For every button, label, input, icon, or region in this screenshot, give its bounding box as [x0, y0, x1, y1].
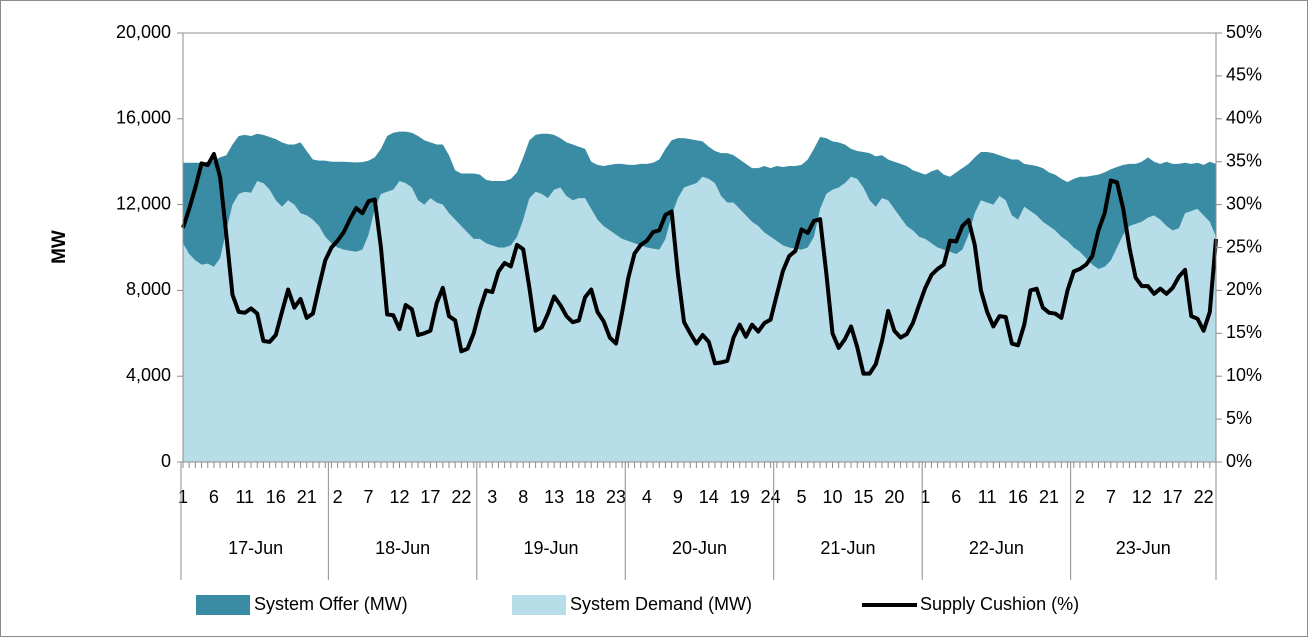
y2-tick-label: 25% — [1226, 236, 1262, 256]
x-tick-label: 19 — [730, 487, 750, 507]
x-tick-label: 12 — [1132, 487, 1152, 507]
x-tick-label: 8 — [518, 487, 528, 507]
legend-label: Supply Cushion (%) — [920, 594, 1079, 614]
x-tick-label: 4 — [642, 487, 652, 507]
x-tick-label: 16 — [266, 487, 286, 507]
x-tick-label: 6 — [951, 487, 961, 507]
group-label: 20-Jun — [672, 538, 727, 558]
legend-swatch — [196, 595, 250, 615]
x-tick-label: 5 — [797, 487, 807, 507]
group-label: 18-Jun — [375, 538, 430, 558]
x-tick-label: 6 — [209, 487, 219, 507]
x-tick-label: 12 — [389, 487, 409, 507]
x-tick-label: 20 — [884, 487, 904, 507]
legend-label: System Offer (MW) — [254, 594, 408, 614]
x-tick-label: 1 — [920, 487, 930, 507]
x-tick-label: 11 — [236, 487, 255, 507]
y2-tick-label: 35% — [1226, 150, 1262, 170]
y2-tick-label: 5% — [1226, 408, 1252, 428]
x-tick-label: 23 — [606, 487, 626, 507]
x-tick-label: 18 — [575, 487, 595, 507]
x-tick-label: 10 — [822, 487, 842, 507]
x-tick-label: 22 — [451, 487, 471, 507]
legend-swatch — [512, 595, 566, 615]
y2-tick-label: 45% — [1226, 65, 1262, 85]
y2-tick-label: 30% — [1226, 193, 1262, 213]
y2-tick-label: 40% — [1226, 108, 1262, 128]
y2-tick-label: 10% — [1226, 365, 1262, 385]
y2-tick-label: 20% — [1226, 279, 1262, 299]
y-tick-label: 0 — [161, 451, 171, 471]
x-tick-label: 14 — [699, 487, 719, 507]
x-tick-label: 2 — [333, 487, 343, 507]
y-axis-title: MW — [49, 230, 70, 264]
y2-tick-label: 0% — [1226, 451, 1252, 471]
y-tick-label: 20,000 — [116, 22, 171, 42]
y2-tick-label: 50% — [1226, 22, 1262, 42]
y-tick-label: 16,000 — [116, 108, 171, 128]
x-tick-label: 21 — [1039, 487, 1059, 507]
x-tick-label: 7 — [1106, 487, 1116, 507]
x-tick-label: 2 — [1075, 487, 1085, 507]
x-tick-label: 11 — [978, 487, 997, 507]
x-tick-label: 17 — [420, 487, 440, 507]
x-tick-label: 15 — [853, 487, 873, 507]
legend-label: System Demand (MW) — [570, 594, 752, 614]
x-tick-label: 24 — [761, 487, 781, 507]
y-tick-label: 8,000 — [126, 279, 171, 299]
x-tick-label: 21 — [297, 487, 317, 507]
x-tick-label: 17 — [1163, 487, 1183, 507]
y-tick-label: 4,000 — [126, 365, 171, 385]
x-tick-label: 7 — [364, 487, 374, 507]
y2-tick-label: 15% — [1226, 322, 1262, 342]
x-tick-label: 1 — [178, 487, 188, 507]
group-label: 19-Jun — [524, 538, 579, 558]
group-label: 21-Jun — [820, 538, 875, 558]
x-tick-label: 22 — [1194, 487, 1214, 507]
group-label: 23-Jun — [1116, 538, 1171, 558]
x-tick-label: 9 — [673, 487, 683, 507]
y-tick-label: 12,000 — [116, 193, 171, 213]
group-label: 17-Jun — [228, 538, 283, 558]
line — [181, 151, 1218, 376]
group-label: 22-Jun — [969, 538, 1024, 558]
area — [183, 176, 1216, 462]
x-tick-label: 13 — [544, 487, 564, 507]
x-tick-label: 16 — [1008, 487, 1028, 507]
x-tick-label: 3 — [487, 487, 497, 507]
